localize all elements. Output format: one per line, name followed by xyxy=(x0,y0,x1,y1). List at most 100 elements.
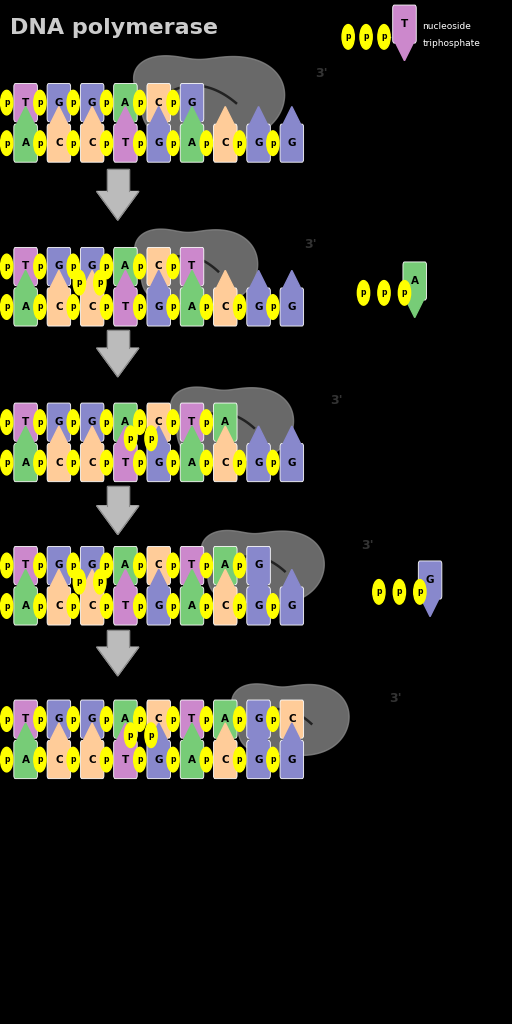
Circle shape xyxy=(124,723,137,748)
Bar xyxy=(107,169,129,191)
Polygon shape xyxy=(82,270,102,291)
Polygon shape xyxy=(49,723,69,743)
Circle shape xyxy=(134,410,146,434)
FancyBboxPatch shape xyxy=(80,288,104,326)
Polygon shape xyxy=(148,119,169,139)
Text: T: T xyxy=(401,19,408,29)
FancyBboxPatch shape xyxy=(14,587,37,625)
Circle shape xyxy=(1,295,13,319)
Circle shape xyxy=(100,707,113,731)
Polygon shape xyxy=(115,723,136,743)
Circle shape xyxy=(134,707,146,731)
Circle shape xyxy=(1,594,13,618)
Text: C: C xyxy=(222,458,229,468)
Text: G: G xyxy=(188,97,196,108)
Circle shape xyxy=(100,131,113,156)
Polygon shape xyxy=(148,569,169,590)
Text: G: G xyxy=(254,560,263,570)
Text: p: p xyxy=(4,715,9,724)
Text: p: p xyxy=(104,715,109,724)
FancyBboxPatch shape xyxy=(393,5,416,43)
Polygon shape xyxy=(82,119,102,139)
Text: p: p xyxy=(128,731,133,739)
FancyBboxPatch shape xyxy=(114,248,137,286)
FancyBboxPatch shape xyxy=(214,700,237,738)
Circle shape xyxy=(393,580,406,604)
Text: p: p xyxy=(71,262,76,271)
Polygon shape xyxy=(420,596,440,616)
Circle shape xyxy=(267,451,279,475)
Polygon shape xyxy=(82,735,102,756)
Bar xyxy=(107,486,129,506)
Polygon shape xyxy=(15,106,36,127)
Text: T: T xyxy=(22,714,29,724)
FancyBboxPatch shape xyxy=(214,547,237,585)
FancyBboxPatch shape xyxy=(14,84,37,122)
Circle shape xyxy=(398,281,411,305)
Circle shape xyxy=(1,90,13,115)
Circle shape xyxy=(34,553,46,578)
FancyBboxPatch shape xyxy=(80,124,104,162)
Circle shape xyxy=(233,131,246,156)
Text: p: p xyxy=(71,561,76,570)
Polygon shape xyxy=(182,106,202,127)
Text: nucleoside: nucleoside xyxy=(422,23,471,31)
Text: p: p xyxy=(104,601,109,610)
Circle shape xyxy=(167,410,179,434)
Circle shape xyxy=(1,410,13,434)
FancyBboxPatch shape xyxy=(80,84,104,122)
Text: p: p xyxy=(170,561,176,570)
Circle shape xyxy=(73,270,86,295)
Text: G: G xyxy=(88,417,96,427)
Text: G: G xyxy=(288,755,296,765)
Text: C: C xyxy=(155,417,162,427)
Circle shape xyxy=(34,131,46,156)
Polygon shape xyxy=(248,270,269,291)
Text: p: p xyxy=(137,262,142,271)
Circle shape xyxy=(167,707,179,731)
Circle shape xyxy=(167,254,179,279)
Text: p: p xyxy=(204,458,209,467)
Circle shape xyxy=(233,748,246,772)
Text: A: A xyxy=(121,714,130,724)
FancyBboxPatch shape xyxy=(47,124,71,162)
FancyBboxPatch shape xyxy=(114,587,137,625)
FancyBboxPatch shape xyxy=(14,248,37,286)
Polygon shape xyxy=(148,283,169,303)
Circle shape xyxy=(124,426,137,451)
Circle shape xyxy=(100,748,113,772)
Text: C: C xyxy=(55,755,62,765)
Circle shape xyxy=(267,707,279,731)
FancyBboxPatch shape xyxy=(280,124,304,162)
Polygon shape xyxy=(248,582,269,602)
Text: p: p xyxy=(417,588,422,596)
Text: G: G xyxy=(288,302,296,312)
Circle shape xyxy=(34,410,46,434)
FancyBboxPatch shape xyxy=(180,740,204,778)
Text: p: p xyxy=(4,458,9,467)
Text: C: C xyxy=(55,458,62,468)
Polygon shape xyxy=(135,229,258,305)
Text: p: p xyxy=(37,561,42,570)
Text: G: G xyxy=(155,755,163,765)
FancyBboxPatch shape xyxy=(180,403,204,441)
Polygon shape xyxy=(215,438,236,459)
Text: C: C xyxy=(55,302,62,312)
Polygon shape xyxy=(148,735,169,756)
Circle shape xyxy=(233,594,246,618)
Circle shape xyxy=(1,451,13,475)
Text: A: A xyxy=(121,417,130,427)
Circle shape xyxy=(414,580,426,604)
Circle shape xyxy=(94,569,106,594)
Circle shape xyxy=(200,410,212,434)
Text: p: p xyxy=(37,458,42,467)
Text: A: A xyxy=(188,302,196,312)
Text: p: p xyxy=(77,578,82,586)
FancyBboxPatch shape xyxy=(214,443,237,481)
Text: p: p xyxy=(137,418,142,427)
Polygon shape xyxy=(182,569,202,590)
FancyBboxPatch shape xyxy=(47,587,71,625)
Text: G: G xyxy=(254,714,263,724)
Circle shape xyxy=(134,748,146,772)
Text: C: C xyxy=(89,302,96,312)
